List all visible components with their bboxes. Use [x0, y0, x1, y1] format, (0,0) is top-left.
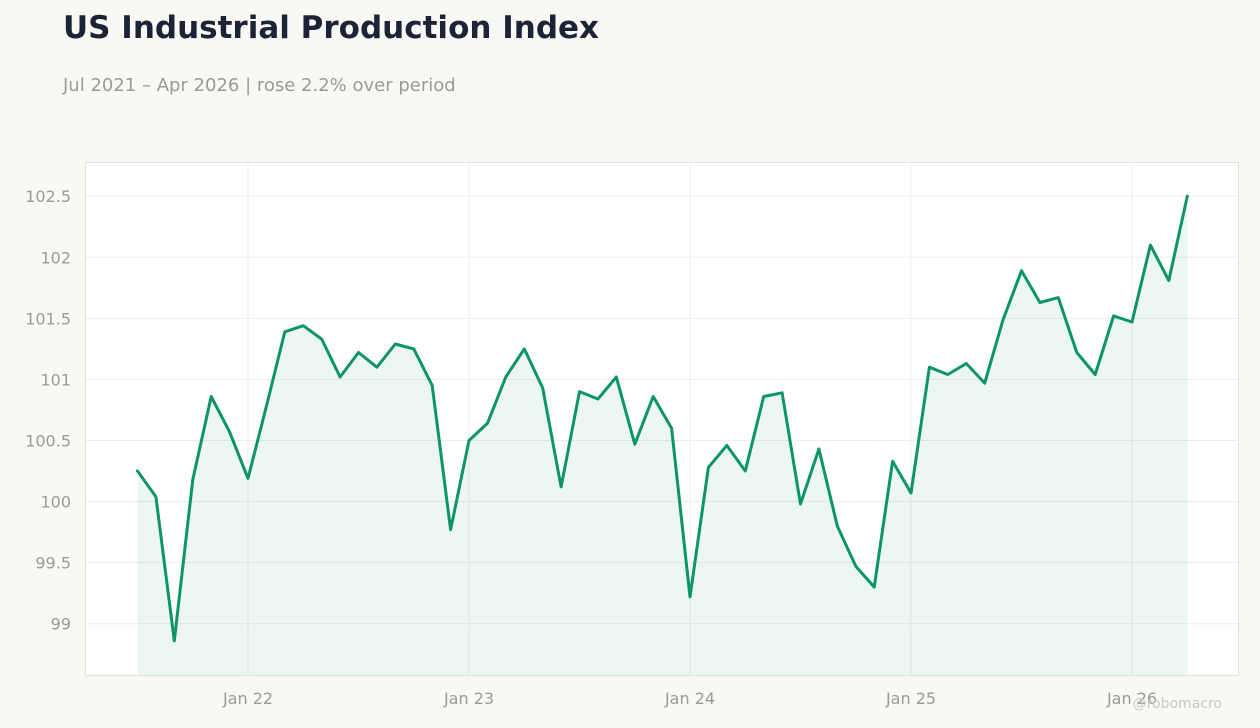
x-tick-label: Jan 24	[664, 689, 715, 708]
x-tick-label: Jan 25	[885, 689, 936, 708]
chart-title: US Industrial Production Index	[63, 10, 600, 46]
chart-subtitle: Jul 2021 – Apr 2026 | rose 2.2% over per…	[63, 75, 456, 96]
y-tick-label: 102	[40, 248, 71, 267]
x-axis-ticks: Jan 22 Jan 23 Jan 24 Jan 25 Jan 26	[222, 689, 1157, 708]
plot-area	[85, 162, 1239, 676]
y-tick-label: 102.5	[25, 187, 71, 206]
y-tick-label: 100	[40, 493, 71, 512]
x-tick-label: Jan 23	[443, 689, 494, 708]
y-tick-label: 101.5	[25, 309, 71, 328]
y-tick-label: 101	[40, 370, 71, 389]
area-fill	[137, 196, 1188, 675]
series-line	[136, 194, 1189, 643]
y-tick-label: 100.5	[25, 431, 71, 450]
x-tick-label: Jan 22	[222, 689, 273, 708]
gridlines	[86, 163, 1238, 675]
y-tick-label: 99.5	[35, 554, 71, 573]
y-tick-label: 99	[51, 615, 71, 634]
x-tick-label: Jan 26	[1106, 689, 1157, 708]
watermark: @robomacro	[1132, 696, 1222, 712]
y-axis-ticks: 99 99.5 100 100.5 101 101.5 102 102.5	[25, 187, 71, 634]
